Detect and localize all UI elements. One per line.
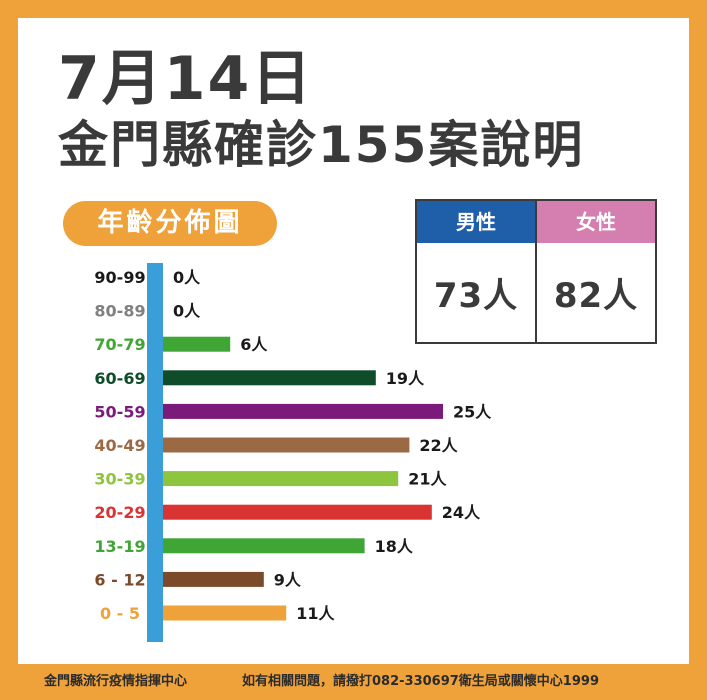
chart-axis bbox=[147, 263, 163, 642]
category-label: 80-89 bbox=[94, 302, 145, 321]
bar bbox=[163, 370, 376, 386]
section-label-pill: 年齡分佈圖 bbox=[63, 201, 277, 246]
value-label: 11人 bbox=[296, 604, 335, 623]
value-label: 22人 bbox=[419, 436, 458, 455]
category-label: 70-79 bbox=[94, 335, 145, 354]
gender-male-value: 73人 bbox=[433, 276, 519, 316]
value-label: 25人 bbox=[453, 402, 492, 421]
value-label: 19人 bbox=[386, 369, 425, 388]
gender-female-value: 82人 bbox=[553, 276, 639, 316]
bar bbox=[163, 538, 365, 554]
bar bbox=[163, 605, 287, 621]
gender-male-label: 男性 bbox=[417, 201, 535, 243]
value-label: 18人 bbox=[375, 537, 414, 556]
category-label: 13-19 bbox=[94, 537, 145, 556]
gender-female-column: 女性 82人 bbox=[535, 201, 655, 342]
category-label: 40-49 bbox=[94, 436, 145, 455]
footer-organization: 金門縣流行疫情指揮中心 bbox=[44, 674, 188, 689]
value-label: 0人 bbox=[173, 268, 201, 287]
gender-male-column: 男性 73人 bbox=[417, 201, 535, 342]
bar bbox=[163, 504, 432, 520]
gender-table: 男性 73人 女性 82人 bbox=[415, 199, 657, 344]
value-label: 6人 bbox=[240, 335, 268, 354]
category-label: 20-29 bbox=[94, 503, 145, 522]
category-label: 30-39 bbox=[94, 470, 145, 489]
value-label: 24人 bbox=[442, 503, 481, 522]
category-label: 50-59 bbox=[94, 402, 145, 421]
bar bbox=[163, 437, 410, 453]
value-label: 9人 bbox=[274, 570, 302, 589]
gender-female-label: 女性 bbox=[537, 201, 655, 243]
category-label: 90-99 bbox=[94, 268, 145, 287]
bar bbox=[163, 403, 443, 419]
category-label: 6 - 12 bbox=[94, 570, 145, 589]
value-label: 21人 bbox=[408, 470, 447, 489]
category-label: 0 - 5 bbox=[100, 604, 140, 623]
bar bbox=[163, 571, 264, 587]
category-label: 60-69 bbox=[94, 369, 145, 388]
bar bbox=[163, 471, 399, 487]
title-subject: 金門縣確診155案說明 bbox=[58, 116, 585, 174]
footer-contact: 如有相關問題，請撥打082-330697衛生局或關懷中心1999 bbox=[242, 674, 599, 689]
value-label: 0人 bbox=[173, 302, 201, 321]
bar bbox=[163, 336, 231, 352]
title-date: 7月14日 bbox=[58, 44, 314, 114]
